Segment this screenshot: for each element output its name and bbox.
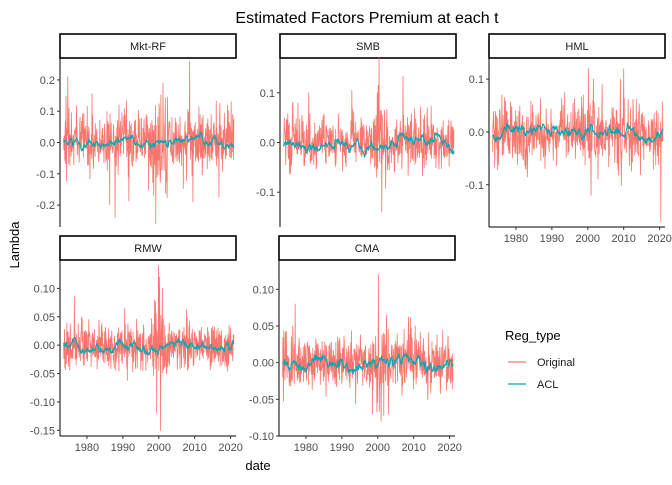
x-tick-label: 1980 xyxy=(504,233,528,245)
y-tick-label: -0.15 xyxy=(30,425,55,437)
y-tick-label: 0.2 xyxy=(40,75,55,87)
y-tick-label: 0.0 xyxy=(40,138,55,150)
facet-strip-label: HML xyxy=(565,41,588,53)
x-tick-label: 1980 xyxy=(75,442,99,454)
facet-panel: RMW -0.15 -0.10 -0.05 0.00 0.05 0.10 1980 1990 20… xyxy=(30,235,243,454)
facet-strip xyxy=(278,235,456,261)
series-line-original xyxy=(282,274,454,422)
x-tick-label: 2000 xyxy=(366,442,390,454)
series-line-original xyxy=(63,60,235,225)
y-tick-label: -0.10 xyxy=(30,397,55,409)
series-line-acl xyxy=(282,352,454,374)
facet-strip xyxy=(279,33,457,59)
y-tick-label: 0.0 xyxy=(469,127,484,139)
legend-label: Original xyxy=(537,357,575,369)
facet-strip xyxy=(488,33,666,59)
x-tick-label: 2000 xyxy=(576,233,600,245)
x-tick-label: 2020 xyxy=(218,442,242,454)
x-tick-label: 1990 xyxy=(111,442,135,454)
y-axis-title: Lambda xyxy=(7,221,22,269)
series-line-original xyxy=(283,57,455,213)
x-tick-label: 2010 xyxy=(182,442,206,454)
y-tick-label: 0.05 xyxy=(253,321,274,333)
x-tick-label: 1990 xyxy=(330,442,354,454)
legend-title: Reg_type xyxy=(505,328,561,343)
y-tick-label: 0.1 xyxy=(469,74,484,86)
y-tick-label: -0.1 xyxy=(36,169,55,181)
facet-panel: CMA -0.10 -0.05 0.00 0.05 0.10 1980 1990 2000 201… xyxy=(249,235,462,454)
y-tick-label: 0.1 xyxy=(260,88,275,100)
y-tick-label: 0.1 xyxy=(40,106,55,118)
x-tick-label: 2020 xyxy=(647,233,671,245)
legend-item: Original xyxy=(508,357,575,369)
facet-strip-label: Mkt-RF xyxy=(130,41,166,53)
x-tick-label: 2020 xyxy=(437,442,461,454)
y-tick-label: -0.2 xyxy=(36,200,55,212)
legend-item: ACL xyxy=(508,379,558,391)
y-tick-label: 0.10 xyxy=(34,283,55,295)
series-line-original xyxy=(63,265,235,431)
facet-panel: Mkt-RF -0.2 -0.1 0.0 0.1 0.2 xyxy=(36,33,237,227)
chart-title: Estimated Factors Premium at each t xyxy=(235,10,499,27)
legend: Reg_type Original ACL xyxy=(505,328,575,391)
y-tick-label: 0.10 xyxy=(253,284,274,296)
series-line-acl xyxy=(63,336,235,356)
x-tick-label: 2010 xyxy=(611,233,635,245)
y-tick-label: 0.05 xyxy=(34,312,55,324)
y-tick-label: 0.0 xyxy=(260,138,275,150)
series-line-acl xyxy=(283,132,455,158)
x-tick-label: 1990 xyxy=(540,233,564,245)
x-axis-title: date xyxy=(245,458,270,473)
facet-strip xyxy=(59,33,237,59)
series-line-acl xyxy=(492,122,664,144)
series-line-original xyxy=(492,68,664,223)
legend-label: ACL xyxy=(537,379,558,391)
facet-strip-label: CMA xyxy=(355,243,380,255)
facet-strip xyxy=(59,235,237,261)
x-tick-label: 1980 xyxy=(294,442,318,454)
x-tick-label: 2000 xyxy=(147,442,171,454)
facet-panel: HML -0.1 0.0 0.1 1980 1990 2000 2010 2020 xyxy=(465,33,672,245)
series-line-acl xyxy=(63,131,235,152)
facet-panels: Mkt-RF -0.2 -0.1 0.0 0.1 0.2 SMB -0.1 0.0 0.1 HML -… xyxy=(30,33,672,454)
y-tick-label: -0.1 xyxy=(256,187,275,199)
y-tick-label: 0.00 xyxy=(34,340,55,352)
facet-panel: SMB -0.1 0.0 0.1 xyxy=(256,33,457,227)
y-tick-label: -0.1 xyxy=(465,180,484,192)
y-tick-label: -0.05 xyxy=(249,394,274,406)
legend-items: Original ACL xyxy=(508,357,575,391)
y-tick-label: -0.10 xyxy=(249,431,274,443)
facet-strip-label: RMW xyxy=(134,243,162,255)
x-tick-label: 2010 xyxy=(401,442,425,454)
facet-strip-label: SMB xyxy=(356,41,380,53)
y-tick-label: 0.00 xyxy=(253,358,274,370)
y-tick-label: -0.05 xyxy=(30,369,55,381)
